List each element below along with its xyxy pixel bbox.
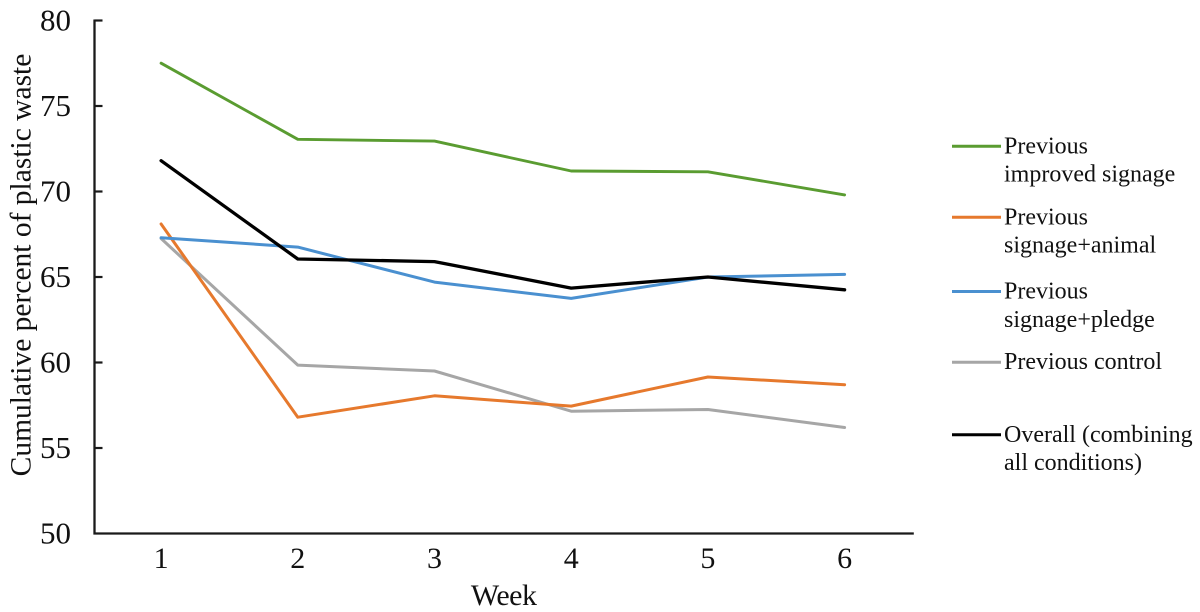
svg-text:Previous: Previous [1004, 279, 1088, 305]
svg-text:6: 6 [837, 542, 852, 575]
svg-text:55: 55 [40, 430, 71, 465]
svg-text:Previous: Previous [1004, 133, 1088, 159]
svg-text:1: 1 [154, 542, 169, 575]
svg-text:Previous control: Previous control [1004, 349, 1162, 375]
svg-text:50: 50 [40, 516, 71, 551]
svg-text:Week: Week [471, 579, 537, 612]
svg-text:5: 5 [700, 542, 715, 575]
svg-text:all conditions): all conditions) [1004, 450, 1142, 476]
svg-text:Overall (combining: Overall (combining [1004, 422, 1193, 448]
svg-text:signage+pledge: signage+pledge [1004, 307, 1155, 333]
svg-text:2: 2 [290, 542, 305, 575]
svg-text:75: 75 [40, 88, 71, 123]
svg-text:80: 80 [40, 3, 71, 38]
svg-text:3: 3 [427, 542, 442, 575]
svg-text:70: 70 [40, 174, 71, 209]
svg-text:signage+animal: signage+animal [1004, 233, 1156, 259]
svg-text:improved signage: improved signage [1004, 162, 1175, 188]
svg-text:Previous: Previous [1004, 204, 1088, 230]
svg-text:Cumulative percent of plastic: Cumulative percent of plastic waste [6, 54, 38, 477]
svg-text:4: 4 [564, 542, 579, 575]
svg-text:60: 60 [40, 345, 71, 380]
svg-text:65: 65 [40, 259, 71, 294]
